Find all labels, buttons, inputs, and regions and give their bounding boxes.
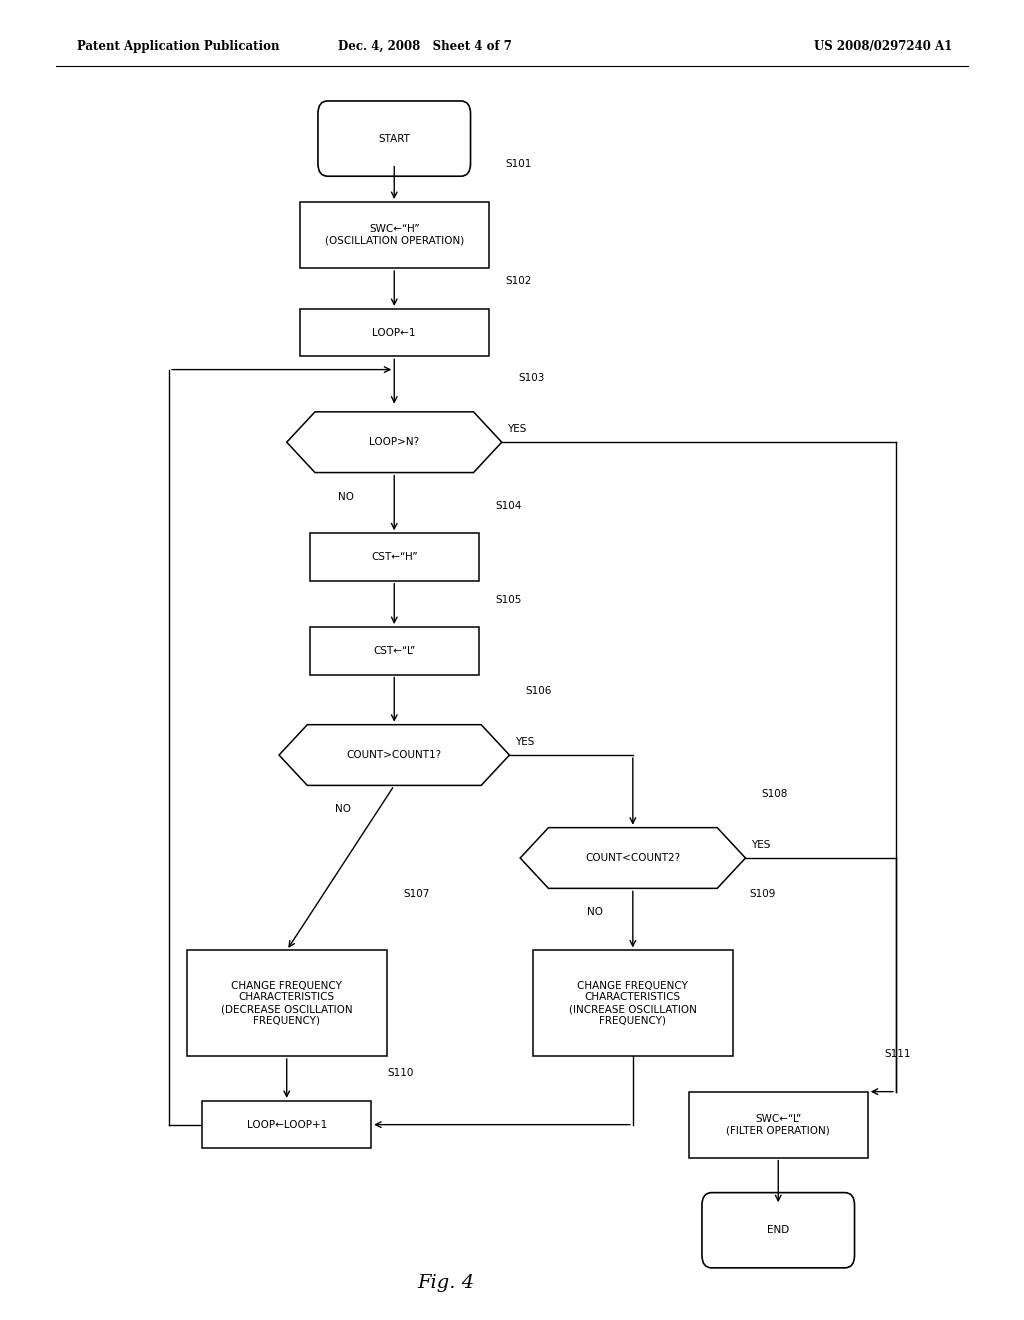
Text: S104: S104 — [496, 500, 521, 511]
Text: Fig. 4: Fig. 4 — [417, 1274, 474, 1292]
FancyBboxPatch shape — [317, 102, 471, 177]
Bar — [299, 202, 489, 268]
Text: CHANGE FREQUENCY
CHARACTERISTICS
(DECREASE OSCILLATION
FREQUENCY): CHANGE FREQUENCY CHARACTERISTICS (DECREA… — [221, 981, 352, 1026]
Text: COUNT<COUNT2?: COUNT<COUNT2? — [586, 853, 680, 863]
Text: COUNT>COUNT1?: COUNT>COUNT1? — [347, 750, 441, 760]
Bar — [187, 950, 387, 1056]
Text: YES: YES — [507, 424, 526, 434]
Text: S105: S105 — [496, 594, 521, 605]
Text: CST←“H”: CST←“H” — [371, 552, 418, 562]
Text: YES: YES — [514, 737, 534, 747]
Text: NO: NO — [587, 907, 603, 917]
Text: S110: S110 — [388, 1068, 414, 1078]
Text: END: END — [767, 1225, 790, 1236]
Text: LOOP←LOOP+1: LOOP←LOOP+1 — [247, 1119, 327, 1130]
Text: LOOP>N?: LOOP>N? — [370, 437, 419, 447]
Bar — [309, 627, 479, 675]
Polygon shape — [279, 725, 510, 785]
Text: START: START — [378, 133, 411, 144]
Text: S109: S109 — [750, 888, 775, 899]
Text: SWC←“L”
(FILTER OPERATION): SWC←“L” (FILTER OPERATION) — [726, 1114, 830, 1135]
Text: YES: YES — [751, 840, 770, 850]
Bar — [532, 950, 733, 1056]
Text: CHANGE FREQUENCY
CHARACTERISTICS
(INCREASE OSCILLATION
FREQUENCY): CHANGE FREQUENCY CHARACTERISTICS (INCREA… — [569, 981, 696, 1026]
Polygon shape — [287, 412, 502, 473]
Text: US 2008/0297240 A1: US 2008/0297240 A1 — [814, 40, 952, 53]
FancyBboxPatch shape — [702, 1193, 855, 1267]
Text: S101: S101 — [506, 158, 531, 169]
Text: S106: S106 — [526, 685, 552, 696]
Bar — [299, 309, 489, 356]
Bar — [688, 1092, 867, 1158]
Text: Patent Application Publication: Patent Application Publication — [77, 40, 280, 53]
Text: S103: S103 — [518, 372, 545, 383]
Text: LOOP←1: LOOP←1 — [373, 327, 416, 338]
Bar — [203, 1101, 372, 1148]
Text: NO: NO — [338, 491, 354, 502]
Text: Dec. 4, 2008   Sheet 4 of 7: Dec. 4, 2008 Sheet 4 of 7 — [338, 40, 512, 53]
Text: S108: S108 — [762, 788, 788, 799]
Text: S107: S107 — [403, 888, 429, 899]
Text: SWC←“H”
(OSCILLATION OPERATION): SWC←“H” (OSCILLATION OPERATION) — [325, 224, 464, 246]
Text: NO: NO — [335, 804, 351, 814]
Text: S102: S102 — [506, 276, 531, 286]
Bar — [309, 533, 479, 581]
Text: S111: S111 — [885, 1048, 910, 1059]
Polygon shape — [520, 828, 745, 888]
Text: CST←“L”: CST←“L” — [373, 645, 416, 656]
